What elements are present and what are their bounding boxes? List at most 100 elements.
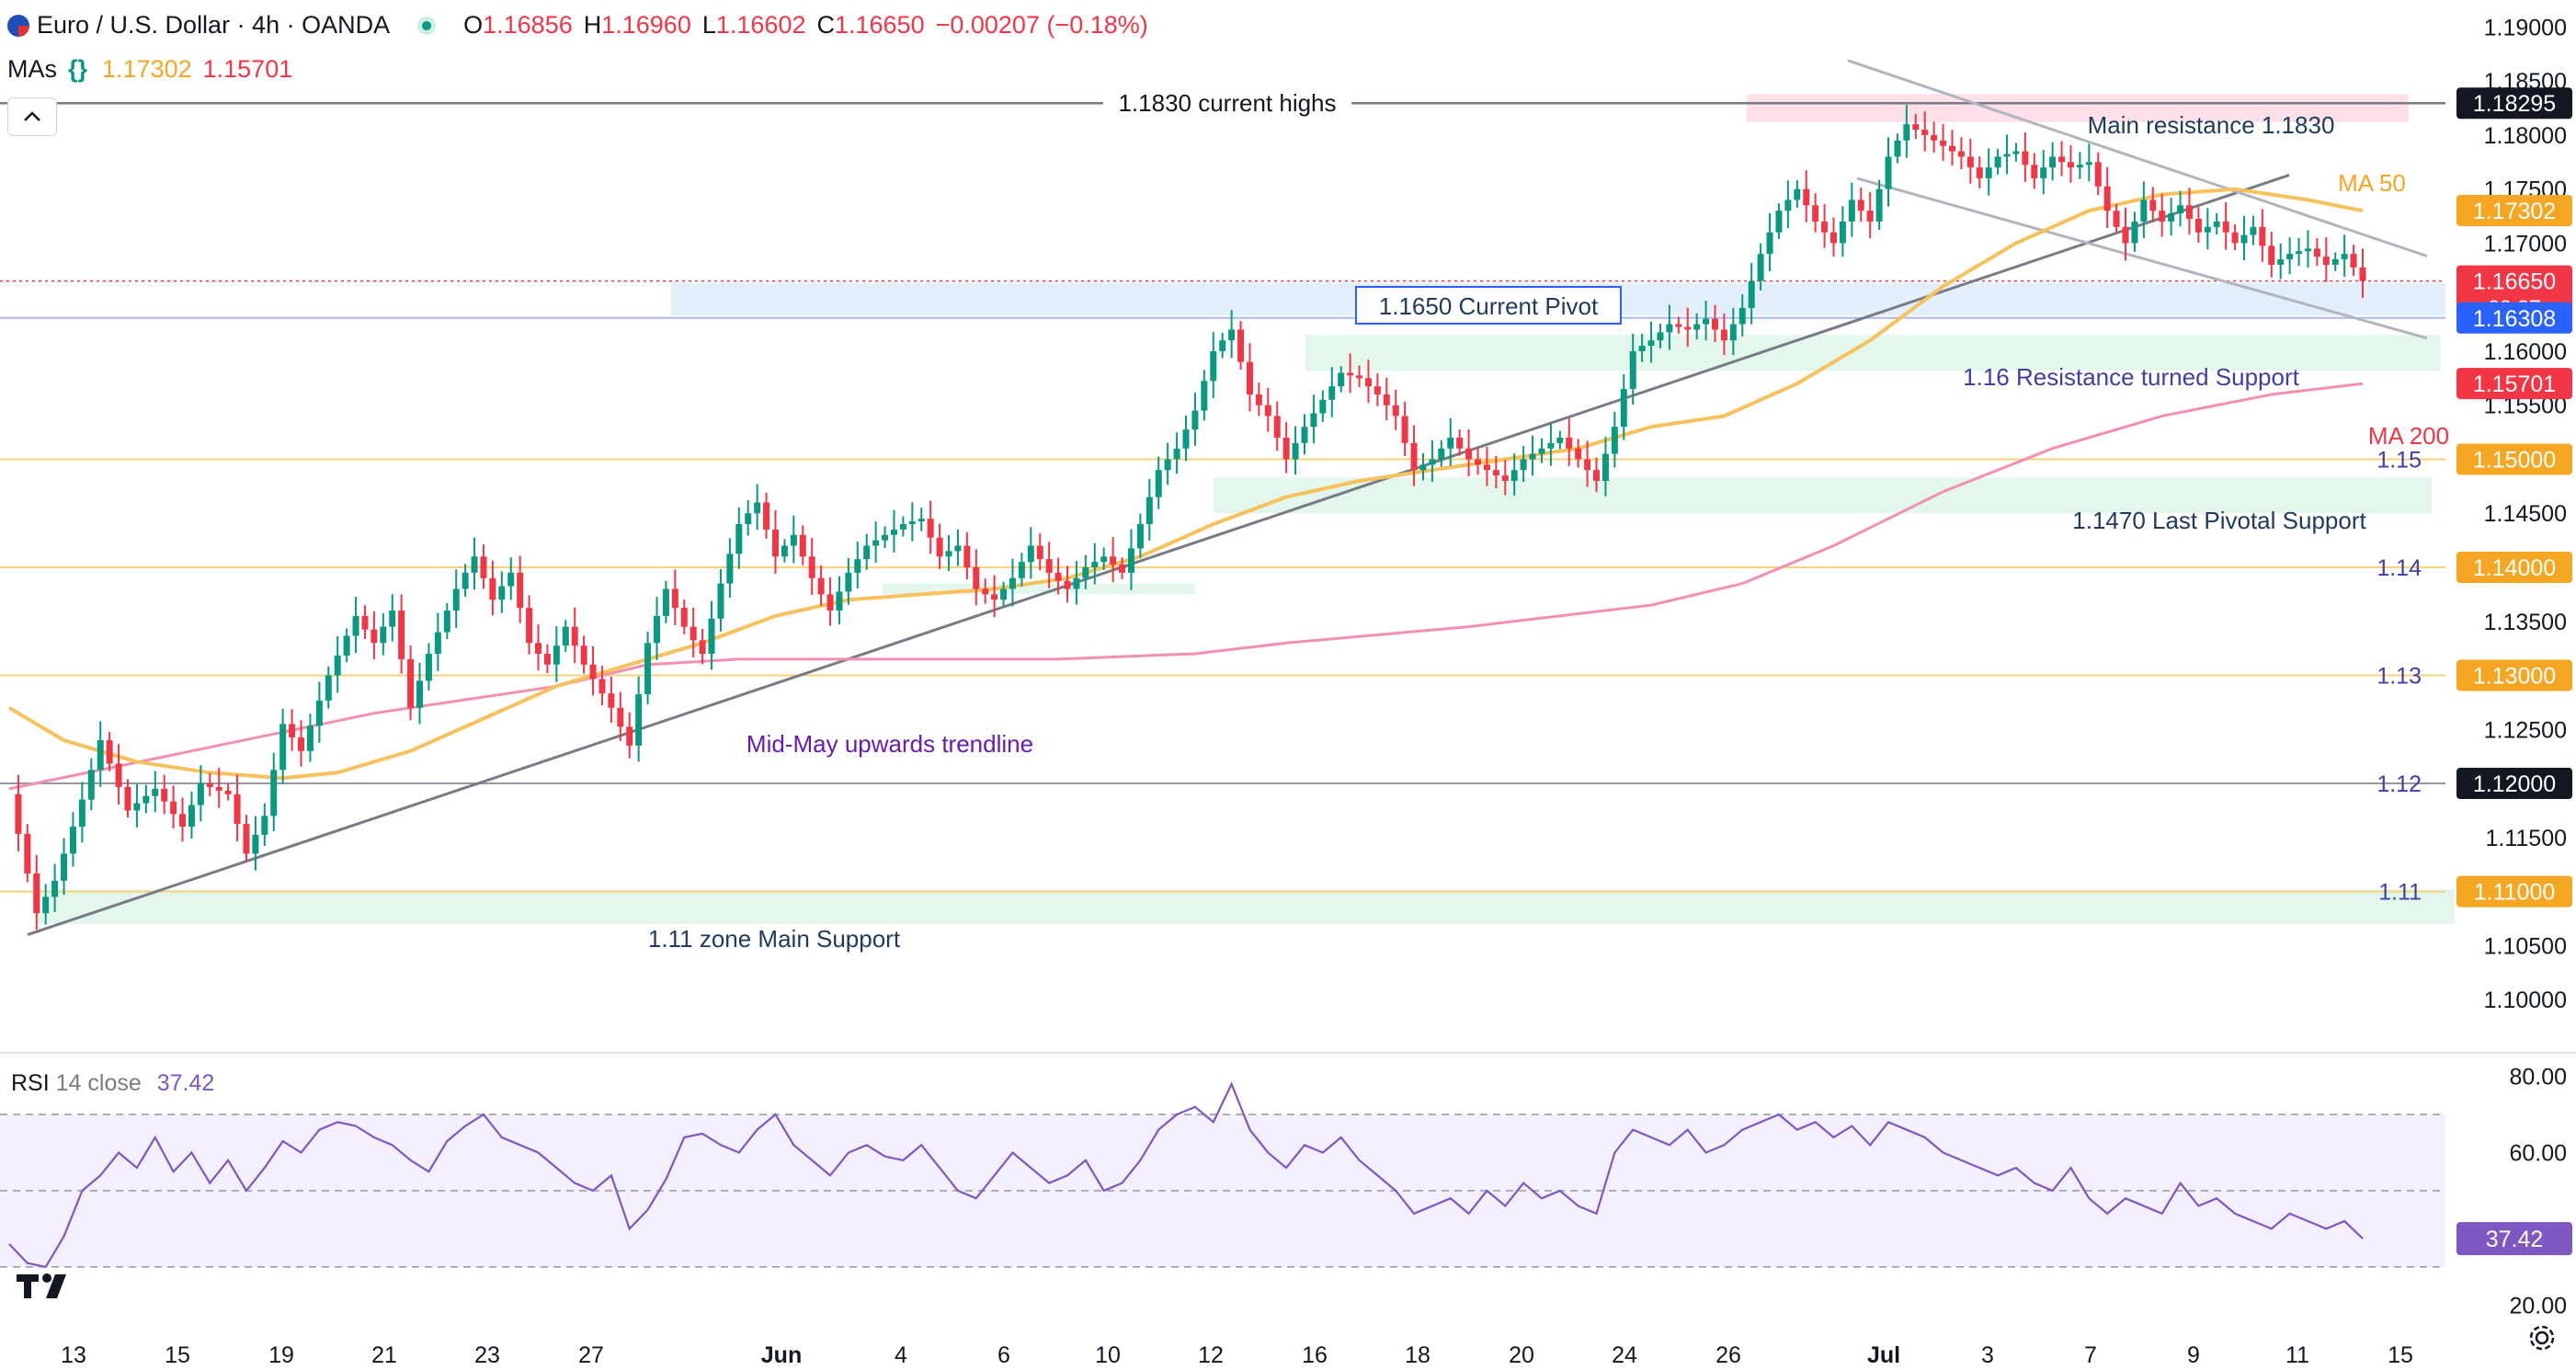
candle-body[interactable] bbox=[671, 588, 678, 609]
candle-body[interactable] bbox=[1410, 442, 1418, 471]
candle-body[interactable] bbox=[745, 513, 752, 524]
candle-body[interactable] bbox=[1611, 427, 1618, 454]
candle-body[interactable] bbox=[2331, 259, 2339, 265]
candle-body[interactable] bbox=[1821, 221, 1829, 233]
candle-body[interactable] bbox=[234, 793, 241, 825]
candle-body[interactable] bbox=[1803, 188, 1810, 206]
candle-body[interactable] bbox=[1319, 399, 1327, 414]
symbol-title[interactable]: Euro / U.S. Dollar · 4h · OANDA bbox=[37, 11, 391, 39]
candle-body[interactable] bbox=[462, 572, 469, 589]
candle-body[interactable] bbox=[945, 551, 952, 557]
candle-body[interactable] bbox=[1966, 156, 1974, 168]
price-tag[interactable] bbox=[2456, 552, 2572, 584]
candle-body[interactable] bbox=[24, 833, 31, 873]
rsi-label[interactable]: RSI bbox=[11, 1070, 50, 1096]
candle-body[interactable] bbox=[1720, 329, 1727, 341]
candle-body[interactable] bbox=[2177, 205, 2184, 214]
candle-body[interactable] bbox=[2049, 156, 2057, 168]
candle-body[interactable] bbox=[197, 783, 204, 805]
candle-body[interactable] bbox=[106, 740, 113, 764]
candle-body[interactable] bbox=[1520, 459, 1527, 471]
candle-body[interactable] bbox=[836, 591, 843, 611]
candle-body[interactable] bbox=[771, 529, 779, 557]
candle-body[interactable] bbox=[608, 693, 615, 708]
candle-body[interactable] bbox=[2350, 254, 2357, 268]
candle-body[interactable] bbox=[2031, 165, 2038, 178]
candle-body[interactable] bbox=[1775, 211, 1783, 233]
candle-body[interactable] bbox=[1401, 416, 1408, 443]
candle-body[interactable] bbox=[717, 583, 724, 619]
candle-body[interactable] bbox=[2268, 245, 2275, 265]
candle-body[interactable] bbox=[2341, 254, 2348, 260]
candle-body[interactable] bbox=[1273, 416, 1281, 438]
candle-body[interactable] bbox=[927, 519, 934, 538]
candle-body[interactable] bbox=[2113, 211, 2120, 227]
support-zone-111[interactable] bbox=[37, 889, 2455, 924]
candle-body[interactable] bbox=[1054, 572, 1062, 581]
candle-body[interactable] bbox=[1456, 437, 1464, 449]
candle-body[interactable] bbox=[370, 629, 378, 644]
candle-body[interactable] bbox=[2159, 211, 2166, 222]
candle-body[interactable] bbox=[42, 896, 50, 914]
candle-body[interactable] bbox=[1848, 200, 1855, 222]
candle-body[interactable] bbox=[78, 799, 85, 828]
candle-body[interactable] bbox=[543, 654, 551, 665]
candle-body[interactable] bbox=[1282, 437, 1290, 460]
candle-body[interactable] bbox=[2286, 254, 2294, 260]
candle-body[interactable] bbox=[1566, 437, 1573, 449]
candle-body[interactable] bbox=[1419, 464, 1427, 471]
candle-body[interactable] bbox=[1757, 254, 1764, 281]
candle-body[interactable] bbox=[1310, 413, 1317, 428]
candle-body[interactable] bbox=[854, 559, 861, 573]
candle-body[interactable] bbox=[1657, 332, 1664, 341]
candle-body[interactable] bbox=[1903, 124, 1910, 141]
candle-body[interactable] bbox=[1931, 134, 1938, 141]
candle-body[interactable] bbox=[690, 626, 697, 641]
candles-group[interactable] bbox=[15, 105, 2366, 930]
candle-body[interactable] bbox=[1675, 324, 1682, 327]
candle-body[interactable] bbox=[2012, 151, 2020, 154]
candle-body[interactable] bbox=[407, 658, 415, 708]
candle-body[interactable] bbox=[1794, 188, 1801, 200]
candle-body[interactable] bbox=[699, 640, 706, 655]
candle-body[interactable] bbox=[2103, 186, 2111, 211]
price-tag[interactable] bbox=[2456, 194, 2572, 226]
ma50-line[interactable] bbox=[7, 187, 2364, 781]
candle-body[interactable] bbox=[298, 737, 305, 751]
candle-body[interactable] bbox=[87, 770, 95, 800]
candle-body[interactable] bbox=[1364, 378, 1372, 387]
candle-body[interactable] bbox=[1556, 437, 1564, 443]
pivot-label-box[interactable] bbox=[1355, 286, 1622, 325]
candle-body[interactable] bbox=[1748, 280, 1755, 308]
candle-body[interactable] bbox=[2022, 151, 2029, 166]
candle-body[interactable] bbox=[1666, 324, 1673, 333]
candle-body[interactable] bbox=[61, 853, 68, 881]
price-tag[interactable] bbox=[2456, 659, 2572, 691]
candle-body[interactable] bbox=[452, 588, 460, 611]
candle-body[interactable] bbox=[826, 594, 834, 611]
candle-body[interactable] bbox=[1036, 545, 1043, 560]
candle-body[interactable] bbox=[1228, 329, 1236, 341]
candle-body[interactable] bbox=[982, 588, 989, 595]
price-tag[interactable] bbox=[2456, 368, 2572, 400]
candle-body[interactable] bbox=[1940, 140, 1947, 146]
candle-body[interactable] bbox=[1146, 497, 1153, 524]
candle-body[interactable] bbox=[1575, 448, 1582, 460]
price-tag[interactable] bbox=[2456, 302, 2572, 334]
candle-body[interactable] bbox=[1620, 389, 1627, 428]
candle-body[interactable] bbox=[270, 770, 278, 816]
candle-body[interactable] bbox=[51, 880, 59, 897]
candle-body[interactable] bbox=[1948, 145, 1955, 152]
support-zone-1147[interactable] bbox=[1214, 477, 2432, 514]
candle-body[interactable] bbox=[1091, 562, 1099, 568]
candle-body[interactable] bbox=[1392, 405, 1399, 417]
candle-body[interactable] bbox=[1438, 448, 1445, 460]
candle-body[interactable] bbox=[1182, 429, 1190, 449]
candle-body[interactable] bbox=[2259, 226, 2266, 246]
candle-body[interactable] bbox=[161, 788, 168, 802]
candle-body[interactable] bbox=[598, 679, 606, 694]
candle-body[interactable] bbox=[644, 643, 652, 695]
candle-body[interactable] bbox=[2122, 226, 2129, 244]
candle-body[interactable] bbox=[2058, 156, 2066, 163]
candle-body[interactable] bbox=[1045, 559, 1053, 573]
